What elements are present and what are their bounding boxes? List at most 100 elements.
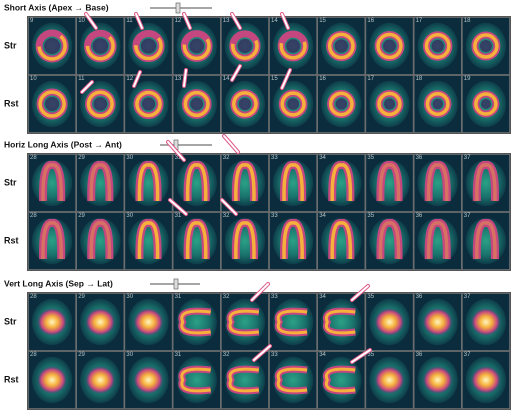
frame-number: 31 (175, 213, 182, 219)
cavity (287, 98, 299, 110)
frame-number: 35 (367, 352, 374, 358)
cavity (335, 98, 347, 110)
frame: 28 (28, 351, 76, 409)
myocardium-inner (86, 90, 114, 118)
myocardium-outer (87, 219, 114, 260)
arrow (351, 349, 371, 363)
frame: 34 (317, 154, 366, 212)
frame: 30 (124, 154, 173, 212)
frame-number: 13 (175, 76, 182, 82)
arrow (81, 81, 93, 93)
arrow (167, 141, 185, 161)
myocardium-inner (378, 163, 401, 202)
frame: 18 (413, 75, 462, 133)
cavity (286, 39, 300, 53)
cavity (432, 98, 443, 110)
frame: 29 (76, 154, 125, 212)
hot-spot (85, 308, 116, 336)
myocardium-inner (376, 32, 403, 60)
frame-number: 32 (223, 352, 230, 358)
frame: 36 (413, 351, 462, 409)
frame-number: 34 (319, 352, 326, 358)
slider-knob (173, 278, 179, 290)
hot-spot (470, 366, 501, 394)
frame-number: 13 (223, 18, 230, 24)
frame-number: 35 (367, 155, 374, 161)
frame: 15 (317, 17, 366, 75)
arrow (351, 285, 369, 301)
frame-number: 16 (319, 76, 326, 82)
frame-number: 36 (416, 155, 423, 161)
cavity (431, 39, 444, 53)
section-title: Vert Long Axis (Sep → Lat) (4, 278, 113, 288)
myocardium-outer (39, 219, 66, 260)
frame-number: 30 (126, 294, 133, 300)
hot-spot (85, 366, 116, 394)
frame-number: 36 (416, 352, 423, 358)
arrow (281, 69, 291, 89)
cavity (480, 99, 491, 109)
myocardium-outer (87, 161, 114, 202)
myocardium-inner (135, 90, 162, 118)
frame: 37 (462, 212, 510, 270)
frame-number: 18 (416, 76, 423, 82)
frame-number: 30 (126, 352, 133, 358)
frame-number: 31 (175, 352, 182, 358)
myocardium-outer (424, 161, 451, 202)
myocardium-inner (183, 90, 210, 118)
frame-number: 11 (126, 18, 133, 24)
hot-spot (422, 366, 453, 394)
myocardium-inner (232, 91, 258, 117)
frame-number: 15 (271, 76, 278, 82)
myocardium-outer (39, 161, 66, 202)
myocardium-inner (378, 221, 401, 260)
frame: 32 (221, 293, 269, 351)
frame-number: 34 (319, 213, 326, 219)
frame: 15 (269, 75, 317, 133)
frame-number: 17 (367, 76, 374, 82)
frame: 30 (124, 293, 173, 351)
frame: 28 (28, 154, 76, 212)
frame-number: 30 (126, 155, 133, 161)
frame: 33 (269, 154, 317, 212)
frame-number: 19 (464, 76, 471, 82)
myocardium-inner (330, 221, 353, 260)
frame: 37 (462, 351, 510, 409)
frame-number: 11 (78, 76, 85, 82)
cavity (238, 97, 252, 111)
myocardium-inner (41, 221, 63, 260)
myocardium-inner (282, 221, 304, 260)
cavity (44, 38, 61, 54)
frame-number: 31 (175, 294, 182, 300)
frame-number: 32 (223, 294, 230, 300)
hot-spot (422, 308, 453, 336)
section-title: Short Axis (Apex → Base) (4, 2, 109, 12)
frame-number: 28 (30, 213, 37, 219)
frame: 13 (221, 17, 269, 75)
frame: 10 (76, 17, 125, 75)
cavity (237, 38, 253, 54)
row-label: Str (4, 40, 17, 50)
myocardium-inner (231, 32, 259, 60)
frame-number: 16 (367, 18, 374, 24)
row-label: Rst (4, 374, 19, 384)
cavity (93, 97, 108, 111)
frame-number: 14 (271, 18, 278, 24)
frame-number: 34 (319, 155, 326, 161)
frame-number: 37 (464, 213, 471, 219)
myocardium-inner (234, 163, 256, 202)
myocardium-inner (41, 163, 63, 202)
frame: 30 (124, 351, 173, 409)
frame: 37 (462, 293, 510, 351)
frame-number: 28 (30, 155, 37, 161)
myocardium-inner (228, 367, 260, 393)
arrow (221, 199, 237, 215)
frame: 31 (172, 154, 221, 212)
cavity (334, 39, 348, 53)
myocardium-inner (180, 367, 211, 393)
cavity (190, 97, 204, 111)
frame: 35 (365, 212, 414, 270)
frame-number: 33 (271, 213, 278, 219)
frame-number: 28 (30, 294, 37, 300)
